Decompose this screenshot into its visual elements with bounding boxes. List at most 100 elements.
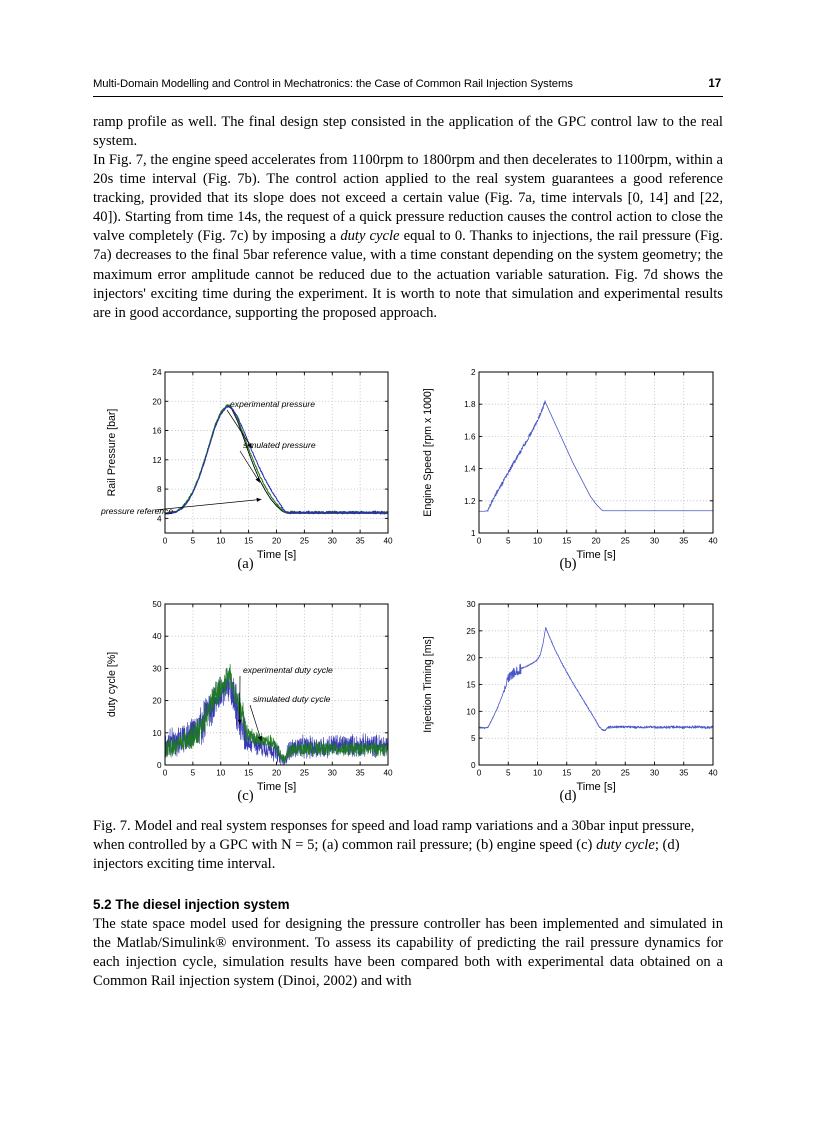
y-tick-label: 40	[152, 632, 162, 641]
x-tick-label: 10	[216, 537, 226, 546]
x-tick-label: 20	[591, 537, 601, 546]
y-tick-label: 30	[152, 664, 162, 673]
y-tick-label: 20	[152, 697, 162, 706]
x-tick-label: 5	[506, 537, 511, 546]
y-axis-label: Engine Speed [rpm x 1000]	[422, 388, 434, 516]
x-axis-label: Time [s]	[576, 549, 615, 561]
y-axis-label: duty cycle [%]	[106, 652, 118, 717]
annotation-experimental-duty-cycle: experimental duty cycle	[237, 665, 333, 725]
y-tick-label: 1.2	[464, 497, 476, 506]
chart-panel-b: 0 5 10 15 20 25 30 35 40 1 1.2 1.4 1.6 1.8 2 Time [s] En…	[413, 360, 723, 575]
annotation-leader-line	[249, 704, 262, 742]
sublabel-b: (b)	[559, 556, 577, 572]
x-tick-label: 0	[477, 537, 482, 546]
series-simulated-duty-cycle	[164, 663, 389, 764]
x-tick-label: 25	[300, 769, 310, 778]
chart-d: 0 5 10 15 20 25 30 35 40 0 5 10 15 20 25 30 Time [s] Inje…	[422, 600, 718, 793]
x-tick-label: 25	[300, 537, 310, 546]
y-axis-label: Injection Timing [ms]	[422, 636, 434, 733]
x-tick-label: 0	[163, 537, 168, 546]
y-tick-label: 20	[152, 397, 162, 406]
caption-part-a: Fig. 7. Model and real system responses …	[93, 818, 695, 854]
y-tick-label: 10	[466, 707, 476, 716]
series-injection-timing	[478, 627, 714, 732]
x-tick-label: 5	[191, 537, 196, 546]
annotation-label: experimental duty cycle	[243, 665, 333, 675]
annotation-label: experimental pressure	[230, 399, 315, 409]
chart-panel-c: 0 5 10 15 20 25 30 35 40 0 10 20 30 40 50 Time [s] duty …	[93, 592, 398, 807]
x-tick-label: 30	[650, 537, 660, 546]
x-axis-label: Time [s]	[257, 781, 296, 793]
paragraph-text: ramp profile as well. The final design s…	[93, 114, 723, 150]
y-tick-label: 25	[466, 627, 476, 636]
paragraph-part-a: In Fig. 7, the engine speed accelerates …	[93, 152, 723, 245]
y-tick-label: 5	[471, 734, 476, 743]
y-tick-label: 30	[466, 600, 476, 609]
x-tick-label: 30	[650, 769, 660, 778]
annotation-arrowhead	[256, 497, 262, 502]
annotation-leader-line	[226, 409, 253, 449]
y-tick-label: 20	[466, 654, 476, 663]
annotation-leader-line	[154, 498, 262, 511]
x-tick-label: 15	[562, 769, 572, 778]
emphasis-duty-cycle: duty cycle	[340, 228, 400, 245]
x-tick-label: 15	[562, 537, 572, 546]
figure-caption: Fig. 7. Model and real system responses …	[93, 817, 725, 874]
y-tick-label: 15	[466, 681, 476, 690]
x-tick-label: 35	[679, 537, 689, 546]
x-tick-label: 35	[679, 769, 689, 778]
annotation-simulated-duty-cycle: simulated duty cycle	[249, 694, 331, 742]
chart-c: 0 5 10 15 20 25 30 35 40 0 10 20 30 40 50 Time [s] duty …	[106, 600, 393, 793]
x-tick-label: 40	[383, 769, 393, 778]
x-axis-label: Time [s]	[576, 781, 615, 793]
x-tick-label: 5	[506, 769, 511, 778]
sublabel-a: (a)	[237, 556, 254, 572]
y-tick-label: 0	[157, 761, 162, 770]
body-paragraph-1: ramp profile as well. The final design s…	[93, 113, 723, 151]
annotation-arrowhead	[257, 736, 263, 742]
x-tick-label: 30	[328, 537, 338, 546]
header-rule	[93, 96, 723, 98]
x-tick-label: 10	[533, 769, 543, 778]
annotation-arrowhead	[255, 477, 260, 483]
x-tick-label: 10	[533, 537, 543, 546]
running-head: Multi-Domain Modelling and Control in Me…	[93, 78, 723, 90]
x-tick-label: 20	[272, 537, 282, 546]
running-head-title: Multi-Domain Modelling and Control in Me…	[93, 78, 573, 90]
paragraph-part-b: equal to 0. Thanks to injections, the ra…	[93, 228, 723, 321]
y-tick-label: 1	[471, 529, 476, 538]
annotation-label: pressure reference	[100, 506, 173, 516]
y-tick-label: 10	[152, 729, 162, 738]
annotation-pressure-reference: pressure reference	[100, 497, 262, 516]
x-tick-label: 25	[621, 769, 631, 778]
annotation-simulated-pressure: simulated pressure	[239, 440, 316, 483]
y-tick-label: 16	[152, 427, 162, 436]
annotation-arrowhead	[247, 442, 252, 449]
y-tick-label: 12	[152, 456, 162, 465]
figure-7: 0 5 10 15 20 25 30 35 40 4 8 12 16 20 24 Time [s] Rail P…	[93, 360, 723, 815]
annotation-label: simulated pressure	[243, 440, 316, 450]
annotation-arrowhead	[237, 719, 242, 725]
x-tick-label: 15	[244, 537, 254, 546]
body-paragraph-3: The state space model used for designing…	[93, 915, 723, 991]
y-tick-label: 2	[471, 368, 476, 377]
annotation-experimental-pressure: experimental pressure	[226, 399, 315, 449]
sublabel-c: (c)	[237, 788, 254, 804]
y-tick-label: 4	[157, 514, 162, 523]
y-tick-label: 1.8	[464, 400, 476, 409]
paragraph-text: The state space model used for designing…	[93, 916, 723, 990]
x-tick-label: 40	[383, 537, 393, 546]
x-tick-label: 0	[163, 769, 168, 778]
paragraph-text: In Fig. 7, the engine speed accelerates …	[93, 151, 723, 323]
page-number: 17	[708, 78, 721, 90]
y-tick-label: 24	[152, 368, 162, 377]
y-axis-label: Rail Pressure [bar]	[106, 409, 118, 497]
annotation-label: simulated duty cycle	[253, 694, 331, 704]
annotation-leader-line	[239, 450, 261, 483]
x-tick-label: 35	[356, 769, 366, 778]
x-tick-label: 20	[591, 769, 601, 778]
chart-panel-a: 0 5 10 15 20 25 30 35 40 4 8 12 16 20 24 Time [s] Rail P…	[93, 360, 398, 575]
x-tick-label: 15	[244, 769, 254, 778]
caption-part-b: ; (d) injectors exciting time interval.	[93, 837, 680, 873]
